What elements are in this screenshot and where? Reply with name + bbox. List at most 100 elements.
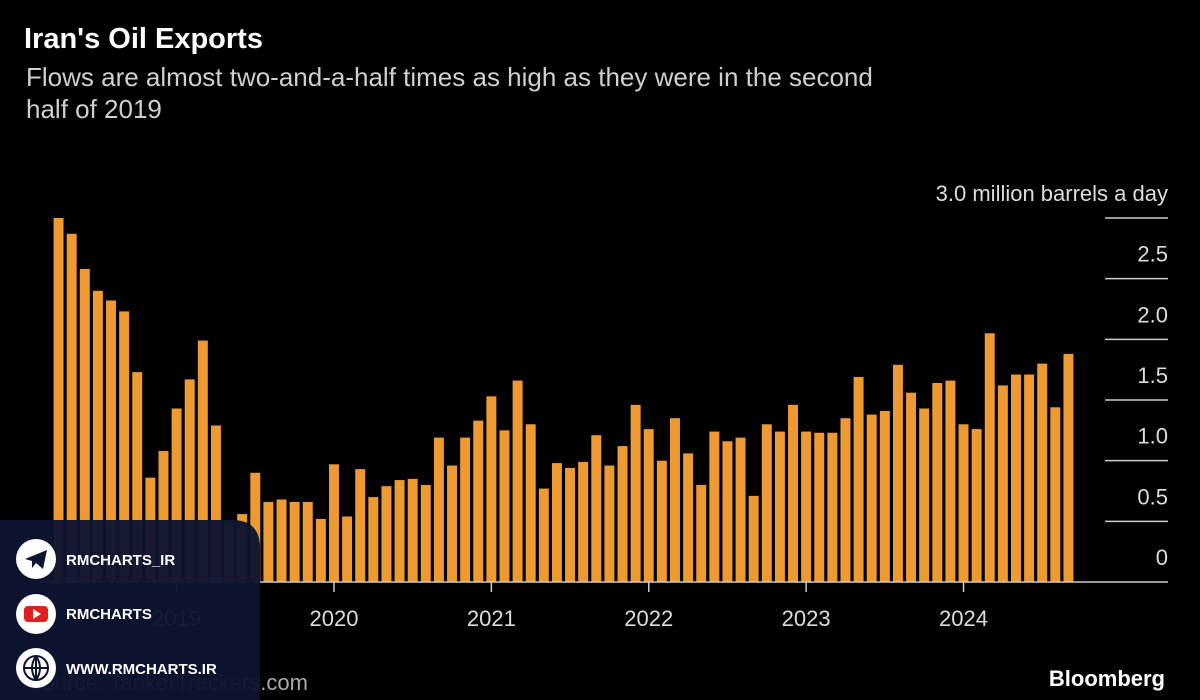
x-tick-label: 2024	[939, 606, 988, 631]
watermark-text: RMCHARTS	[66, 606, 152, 623]
bar	[945, 380, 956, 582]
y-tick-label: 1.0	[1137, 424, 1168, 449]
bar	[368, 497, 379, 582]
bar	[840, 418, 851, 582]
plot: 0 0.5 1.0 1.5 2.0 2.5 3.0 million barrels a da…	[40, 181, 1168, 631]
bar	[433, 437, 444, 582]
bar	[604, 465, 615, 582]
bar	[801, 431, 812, 582]
bar	[709, 431, 720, 582]
bar	[591, 435, 602, 582]
x-tick-label: 2022	[624, 606, 673, 631]
bar	[538, 488, 549, 582]
chart-title: Iran's Oil Exports	[24, 23, 263, 55]
bar	[656, 460, 667, 582]
bar	[971, 429, 982, 582]
bar	[289, 501, 300, 582]
youtube-play	[33, 609, 41, 619]
bar	[630, 404, 641, 582]
bar	[315, 518, 326, 582]
bar	[250, 472, 261, 582]
bar	[381, 486, 392, 582]
x-tick-label: 2023	[782, 606, 831, 631]
x-tick-label: 2021	[467, 606, 516, 631]
bar	[774, 431, 785, 582]
bar	[932, 383, 943, 582]
bar	[696, 484, 707, 582]
bar	[1063, 353, 1074, 582]
bar	[578, 461, 589, 582]
x-tick-label: 2020	[310, 606, 359, 631]
bar	[210, 425, 221, 582]
bar	[788, 404, 799, 582]
bar	[394, 480, 405, 582]
bar	[1050, 407, 1061, 582]
y-tick-label: 0.5	[1137, 484, 1168, 509]
bar	[525, 424, 536, 582]
bar	[106, 300, 117, 582]
bar	[565, 467, 576, 582]
bar	[447, 465, 458, 582]
bar	[460, 437, 471, 582]
bar	[66, 233, 77, 583]
bar	[853, 376, 864, 582]
bar	[919, 408, 930, 582]
bar	[420, 484, 431, 582]
bar	[302, 501, 313, 582]
bar	[984, 333, 995, 582]
bar	[119, 311, 130, 582]
bar	[617, 446, 628, 582]
bar	[197, 340, 208, 582]
bar	[499, 430, 510, 582]
bar	[184, 379, 195, 582]
bar	[814, 432, 825, 582]
y-tick-label: 2.5	[1137, 242, 1168, 267]
bar	[722, 441, 733, 582]
bar	[1010, 374, 1021, 582]
bar	[486, 396, 497, 582]
y-tick-label: 3.0 million barrels a day	[936, 181, 1168, 206]
bar	[1024, 374, 1035, 582]
bar	[407, 478, 418, 582]
bar	[551, 463, 562, 582]
bar	[683, 453, 694, 582]
y-tick-label: 1.5	[1137, 363, 1168, 388]
bar	[328, 464, 339, 582]
bar	[263, 501, 274, 582]
bar	[866, 414, 877, 582]
bar	[748, 495, 759, 582]
y-tick-label: 0	[1156, 545, 1168, 570]
chart-subtitle: Flows are almost two-and-a-half times as…	[26, 62, 873, 124]
bar	[473, 420, 484, 582]
watermark-panel	[0, 520, 260, 700]
bar	[53, 218, 64, 582]
bar	[158, 450, 169, 582]
bar	[276, 499, 287, 582]
bar	[761, 424, 772, 582]
bar	[906, 392, 917, 582]
watermark-text: WWW.RMCHARTS.IR	[66, 661, 217, 678]
bar	[1037, 363, 1048, 582]
bar	[892, 364, 903, 582]
bar	[132, 372, 143, 582]
bar	[879, 410, 890, 582]
telegram-glyph	[25, 550, 47, 569]
watermark-text: RMCHARTS_IR	[66, 552, 175, 569]
y-tick-label: 2.0	[1137, 302, 1168, 327]
bar	[643, 429, 654, 582]
bar	[355, 469, 366, 582]
brand: Bloomberg	[1049, 666, 1165, 691]
bar	[171, 408, 182, 582]
watermark: RMCHARTS_IR RMCHARTS WWW.RMCHARTS.IR	[0, 520, 260, 700]
bar	[997, 385, 1008, 582]
bar	[79, 268, 90, 582]
bar	[669, 418, 680, 582]
bar	[735, 437, 746, 582]
bar	[827, 432, 838, 582]
bar	[512, 380, 523, 582]
bar	[342, 516, 353, 582]
web-glyph-lines	[24, 655, 48, 681]
bar	[958, 424, 969, 582]
bar	[92, 290, 103, 582]
